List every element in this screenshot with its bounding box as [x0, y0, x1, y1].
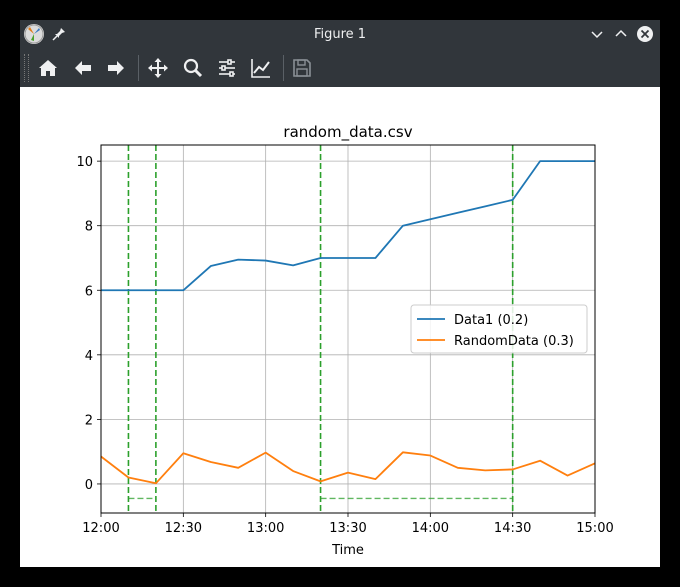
- figure-canvas[interactable]: 12:00 12:30 13:00 13:30 14:00 14:30 15:00 0 2 4 6 8…: [20, 87, 660, 567]
- save-icon[interactable]: [290, 56, 314, 80]
- pan-icon[interactable]: [146, 56, 170, 80]
- y-tick-label: 0: [85, 478, 93, 493]
- toolbar-grip[interactable]: [24, 54, 29, 82]
- x-tick-label: 12:00: [82, 521, 119, 536]
- app-icon[interactable]: [24, 24, 44, 44]
- close-icon[interactable]: [636, 25, 654, 43]
- forward-icon[interactable]: [104, 56, 128, 80]
- randomdata-series-line[interactable]: [100, 451, 596, 485]
- minimize-icon[interactable]: [588, 25, 606, 43]
- chart-title: random_data.csv: [283, 123, 412, 142]
- x-tick-label: 13:00: [247, 521, 284, 536]
- legend-box: [410, 304, 588, 354]
- navigation-toolbar: [20, 48, 660, 87]
- y-tick-label: 8: [85, 220, 93, 235]
- legend[interactable]: Data1 (0.2) RandomData (0.3): [410, 304, 588, 354]
- y-tick-label: 10: [76, 155, 93, 170]
- zoom-icon[interactable]: [181, 56, 205, 80]
- line-chart[interactable]: 12:00 12:30 13:00 13:30 14:00 14:30 15:00 0 2 4 6 8…: [20, 87, 660, 567]
- y-tick-label: 6: [85, 284, 93, 299]
- home-icon[interactable]: [36, 56, 60, 80]
- edit-axes-icon[interactable]: [249, 56, 273, 80]
- x-tick-label: 12:30: [165, 521, 202, 536]
- configure-subplots-icon[interactable]: [215, 56, 239, 80]
- legend-label: Data1 (0.2): [454, 313, 528, 328]
- x-tick-label: 15:00: [576, 521, 613, 536]
- legend-label: RandomData (0.3): [454, 334, 574, 349]
- data1-series-line[interactable]: [101, 160, 595, 292]
- back-icon[interactable]: [71, 56, 95, 80]
- title-bar: Figure 1: [20, 20, 660, 48]
- y-tick-label: 2: [85, 413, 93, 428]
- window-title: Figure 1: [313, 27, 367, 42]
- toolbar-separator: [283, 55, 284, 81]
- x-axis-label: Time: [331, 543, 364, 558]
- pin-icon[interactable]: [50, 25, 68, 43]
- y-tick-label: 4: [85, 349, 93, 364]
- maximize-icon[interactable]: [612, 25, 630, 43]
- x-tick-label: 14:00: [412, 521, 449, 536]
- x-tick-label: 14:30: [494, 521, 531, 536]
- x-tick-label: 13:30: [329, 521, 366, 536]
- toolbar-separator: [138, 55, 139, 81]
- figure-window: Figure 1: [20, 20, 660, 567]
